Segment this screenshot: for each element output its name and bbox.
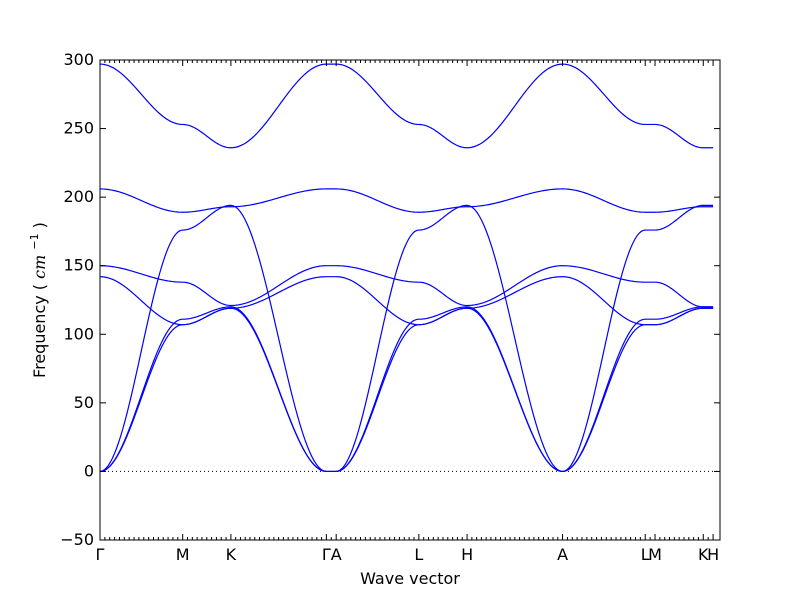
phonon-branch-7 xyxy=(99,63,714,149)
y-tick-label: 300 xyxy=(63,50,94,69)
y-axis-title-unit-exp: −1 xyxy=(28,233,41,249)
y-axis-title-open-paren: ( xyxy=(30,284,49,290)
y-tick-label: −50 xyxy=(60,530,94,549)
x-tick-label: H xyxy=(707,545,719,564)
y-tick-label: 0 xyxy=(84,461,94,480)
y-axis-title-close-paren: ) xyxy=(30,222,49,228)
x-tick-label: K xyxy=(698,545,709,564)
phonon-branch-6 xyxy=(99,188,714,213)
y-tick-label: 200 xyxy=(63,187,94,206)
y-axis-title-text: Frequency xyxy=(30,295,49,378)
x-tick-label: A xyxy=(331,545,342,564)
y-tick-label: 100 xyxy=(63,324,94,343)
y-tick-label: 250 xyxy=(63,119,94,138)
phonon-branch-2 xyxy=(99,306,714,473)
x-tick-label: K xyxy=(226,545,237,564)
series-group xyxy=(99,63,714,473)
y-axis-ticks: −50 0 50 100 150 200 250 300 xyxy=(60,50,720,549)
x-axis-ticks: Γ M K Γ A L H A LM KH xyxy=(96,60,719,564)
x-tick-label: A xyxy=(557,545,568,564)
x-tick-label: M xyxy=(176,545,190,564)
x-tick-label: L xyxy=(641,545,650,564)
x-tick-label: L xyxy=(414,545,423,564)
phonon-branch-4 xyxy=(99,276,714,326)
plot-frame xyxy=(99,59,721,541)
x-tick-label: M xyxy=(648,545,662,564)
x-tick-label: H xyxy=(461,545,473,564)
x-tick-label: Γ xyxy=(322,545,331,564)
x-axis-title: Wave vector xyxy=(360,569,460,588)
phonon-branch-5 xyxy=(99,265,714,308)
y-axis-title: Frequency ( cm −1 ) xyxy=(23,222,49,378)
y-tick-label: 150 xyxy=(63,256,94,275)
y-tick-label: 50 xyxy=(74,393,94,412)
y-axis-title-unit: cm xyxy=(30,255,49,279)
x-tick-label: Γ xyxy=(96,545,105,564)
